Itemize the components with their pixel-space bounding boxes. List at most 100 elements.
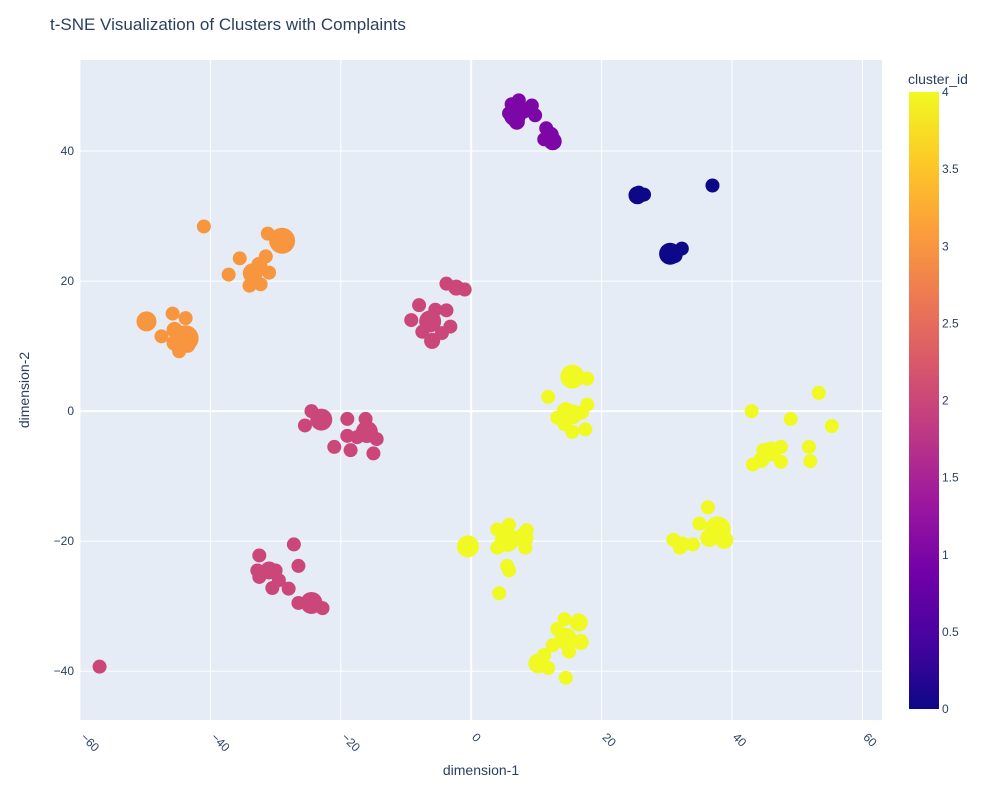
scatter-point [550,621,565,636]
scatter-point [502,563,517,578]
x-tick-label: −20 [339,730,364,755]
scatter-point [578,422,593,437]
plot-background [80,60,882,720]
chart-title: t-SNE Visualization of Clusters with Com… [50,15,406,34]
colorbar-tick-label: 4 [942,85,949,99]
scatter-point [252,548,267,563]
scatter-point [286,537,301,552]
scatter-point [528,108,543,123]
colorbar-tick-label: 1 [942,548,949,562]
scatter-point [165,306,180,321]
scatter-point [343,443,358,458]
scatter-point [179,336,196,353]
scatter-point [178,311,193,326]
scatter-point [803,454,818,469]
scatter-point [196,219,211,234]
y-tick-label: 0 [67,404,74,418]
scatter-point [404,313,419,328]
scatter-point [672,540,687,555]
scatter-point [358,411,373,426]
scatter-point [560,364,585,389]
scatter-point [541,660,556,675]
scatter-point [258,249,273,264]
scatter-point [92,659,107,674]
scatter-point [811,385,826,400]
colorbar-tick-label: 1.5 [942,471,959,485]
scatter-point [824,419,839,434]
scatter-point [271,573,286,588]
scatter-point [783,411,798,426]
x-tick-label: 60 [860,730,880,750]
scatter-point [350,430,365,445]
scatter-point [366,446,381,461]
scatter-point [291,595,306,610]
scatter-point [262,265,277,280]
x-tick-label: −40 [208,730,233,755]
colorbar-tick-label: 0.5 [942,625,959,639]
scatter-point [502,106,517,121]
scatter-point [457,282,472,297]
x-tick-label: 20 [600,730,620,750]
scatter-point [674,241,689,256]
scatter-point [415,324,430,339]
y-axis-ticks: −40 −20 0 20 40 [54,144,75,678]
colorbar-tick-label: 2 [942,394,949,408]
scatter-point [315,601,330,616]
scatter-point [439,303,454,318]
colorbar-tick-label: 0 [942,702,949,716]
x-axis-ticks: −60 −40 −20 0 20 40 60 [78,730,880,755]
scatter-point [745,457,760,472]
scatter-point [490,540,505,555]
x-tick-label: 0 [469,730,484,745]
scatter-point [773,439,788,454]
scatter-point [572,633,589,650]
scatter-point [253,277,268,292]
scatter-point [340,411,355,426]
scatter-point [519,523,534,538]
scatter-point [545,638,560,653]
scatter-point [537,647,552,662]
scatter-point [565,424,580,439]
scatter-point [562,644,577,659]
scatter-point [281,581,296,596]
y-tick-label: −20 [54,534,75,548]
scatter-point [490,522,505,537]
x-tick-label: 40 [730,730,750,750]
scatter-point [242,278,257,293]
scatter-point [700,528,719,547]
scatter-point [412,298,427,313]
scatter-point [456,535,479,558]
colorbar-tick-label: 3.5 [942,162,959,176]
scatter-point [221,267,236,282]
scatter-point [166,334,183,351]
scatter-point [252,569,267,584]
scatter-point [269,227,296,254]
data-points [92,93,839,685]
scatter-point [136,311,157,332]
scatter-point [443,319,458,334]
scatter-point [502,517,517,532]
scatter-point [700,500,715,515]
x-axis-label: dimension-1 [443,762,519,778]
scatter-point [232,251,247,266]
scatter-point [685,537,700,552]
y-axis-label: dimension-2 [16,352,32,428]
scatter-point [569,613,588,632]
scatter-point [715,530,734,549]
scatter-point [692,516,707,531]
y-tick-label: 20 [61,274,75,288]
scatter-point [260,226,275,241]
y-tick-label: 40 [61,144,75,158]
colorbar-tick-label: 2.5 [942,316,959,330]
scatter-point [705,178,720,193]
scatter-point [580,371,595,386]
scatter-point [557,612,572,627]
scatter-point [327,439,342,454]
scatter-point [518,540,533,555]
scatter-point [154,329,169,344]
scatter-point [773,454,788,469]
y-tick-label: −40 [54,664,75,678]
scatter-point [304,404,319,419]
